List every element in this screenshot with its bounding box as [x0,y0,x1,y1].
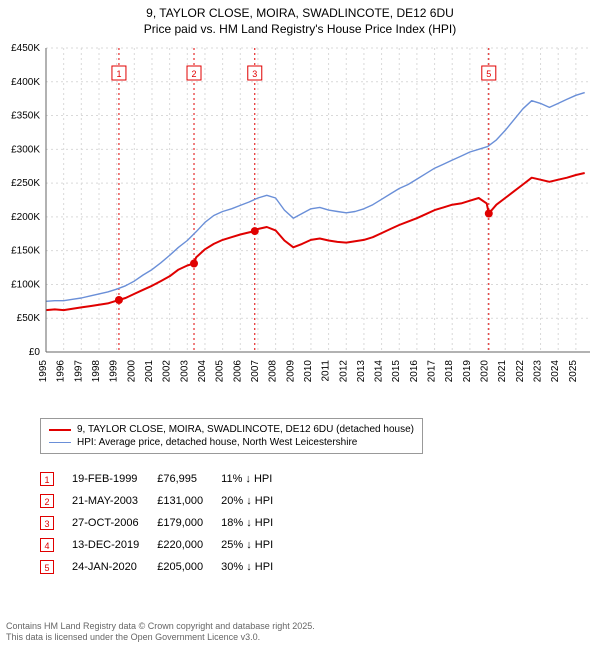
footnote: Contains HM Land Registry data © Crown c… [6,621,315,644]
event-delta: 25% ↓ HPI [221,534,291,556]
svg-text:2016: 2016 [409,360,420,383]
svg-text:2015: 2015 [391,360,402,383]
legend-box: 9, TAYLOR CLOSE, MOIRA, SWADLINCOTE, DE1… [40,418,423,454]
legend-swatch [49,429,71,431]
event-date: 19-FEB-1999 [72,468,157,490]
svg-text:2013: 2013 [356,360,367,383]
event-date: 13-DEC-2019 [72,534,157,556]
svg-text:2020: 2020 [480,360,491,383]
svg-text:2023: 2023 [533,360,544,383]
event-marker: 3 [40,516,54,530]
svg-text:2: 2 [192,69,197,79]
table-row: 2 21-MAY-2003£131,00020% ↓ HPI [40,490,291,512]
svg-text:2007: 2007 [250,360,261,383]
legend-label: 9, TAYLOR CLOSE, MOIRA, SWADLINCOTE, DE1… [77,424,414,435]
event-price: £179,000 [157,512,221,534]
footnote-line1: Contains HM Land Registry data © Crown c… [6,621,315,633]
svg-text:2010: 2010 [303,360,314,383]
legend-row: HPI: Average price, detached house, Nort… [49,436,414,449]
svg-text:2002: 2002 [162,360,173,383]
event-price: £205,000 [157,556,221,578]
svg-text:2006: 2006 [232,360,243,383]
event-marker: 4 [40,538,54,552]
svg-text:1: 1 [116,69,121,79]
svg-text:2019: 2019 [462,360,473,383]
event-date: 27-OCT-2006 [72,512,157,534]
event-date: 21-MAY-2003 [72,490,157,512]
svg-text:2000: 2000 [126,360,137,383]
table-row: 3 27-OCT-2006£179,00018% ↓ HPI [40,512,291,534]
svg-text:2024: 2024 [550,360,561,383]
event-price: £131,000 [157,490,221,512]
svg-text:2005: 2005 [215,360,226,383]
event-delta: 18% ↓ HPI [221,512,291,534]
svg-text:£150K: £150K [11,246,40,257]
svg-text:3: 3 [252,69,257,79]
svg-text:2012: 2012 [338,360,349,383]
svg-text:£0: £0 [29,347,41,358]
svg-text:2011: 2011 [321,360,332,382]
svg-text:2014: 2014 [374,360,385,383]
svg-text:2008: 2008 [268,360,279,383]
svg-text:2022: 2022 [515,360,526,383]
event-price: £220,000 [157,534,221,556]
event-marker: 2 [40,494,54,508]
event-price: £76,995 [157,468,221,490]
event-date: 24-JAN-2020 [72,556,157,578]
svg-text:1997: 1997 [73,360,84,383]
legend-swatch [49,442,71,443]
svg-text:£250K: £250K [11,178,40,189]
svg-text:£450K: £450K [11,43,40,54]
svg-text:£100K: £100K [11,279,40,290]
svg-text:£200K: £200K [11,212,40,223]
chart-svg: £0 £50K £100K £150K £200K £250K £300K £350K £400… [0,42,600,412]
svg-text:2025: 2025 [568,360,579,383]
event-marker: 1 [40,472,54,486]
svg-text:2021: 2021 [497,360,508,383]
event-marker: 5 [40,560,54,574]
title-line2: Price paid vs. HM Land Registry's House … [0,22,600,38]
event-delta: 11% ↓ HPI [221,468,291,490]
table-row: 4 13-DEC-2019£220,00025% ↓ HPI [40,534,291,556]
svg-text:£50K: £50K [17,313,41,324]
title-line1: 9, TAYLOR CLOSE, MOIRA, SWADLINCOTE, DE1… [0,6,600,22]
svg-text:1995: 1995 [38,360,49,383]
svg-text:2004: 2004 [197,360,208,383]
event-delta: 30% ↓ HPI [221,556,291,578]
svg-text:£350K: £350K [11,111,40,122]
chart-title: 9, TAYLOR CLOSE, MOIRA, SWADLINCOTE, DE1… [0,0,600,37]
svg-text:2001: 2001 [144,360,155,383]
svg-text:1998: 1998 [91,360,102,383]
table-row: 1 19-FEB-1999£76,99511% ↓ HPI [40,468,291,490]
svg-text:2017: 2017 [427,360,438,383]
svg-text:£300K: £300K [11,144,40,155]
svg-text:1999: 1999 [109,360,120,383]
legend-row: 9, TAYLOR CLOSE, MOIRA, SWADLINCOTE, DE1… [49,423,414,436]
svg-text:2009: 2009 [285,360,296,383]
svg-text:2018: 2018 [444,360,455,383]
legend-label: HPI: Average price, detached house, Nort… [77,437,357,448]
svg-text:1996: 1996 [56,360,67,383]
svg-text:2003: 2003 [179,360,190,383]
chart-container: 9, TAYLOR CLOSE, MOIRA, SWADLINCOTE, DE1… [0,0,600,650]
svg-text:5: 5 [486,69,491,79]
table-row: 5 24-JAN-2020£205,00030% ↓ HPI [40,556,291,578]
chart-area: £0 £50K £100K £150K £200K £250K £300K £350K £400… [0,42,600,412]
footnote-line2: This data is licensed under the Open Gov… [6,632,315,644]
svg-text:£400K: £400K [11,77,40,88]
event-table: 1 19-FEB-1999£76,99511% ↓ HPI 2 21-MAY-2003… [40,468,291,578]
event-delta: 20% ↓ HPI [221,490,291,512]
